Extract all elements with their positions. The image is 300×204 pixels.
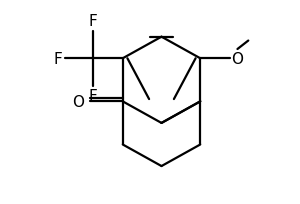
Text: O: O bbox=[72, 94, 84, 109]
Text: O: O bbox=[231, 51, 243, 67]
Text: F: F bbox=[53, 51, 62, 67]
Text: F: F bbox=[89, 89, 98, 104]
Text: F: F bbox=[89, 14, 98, 29]
